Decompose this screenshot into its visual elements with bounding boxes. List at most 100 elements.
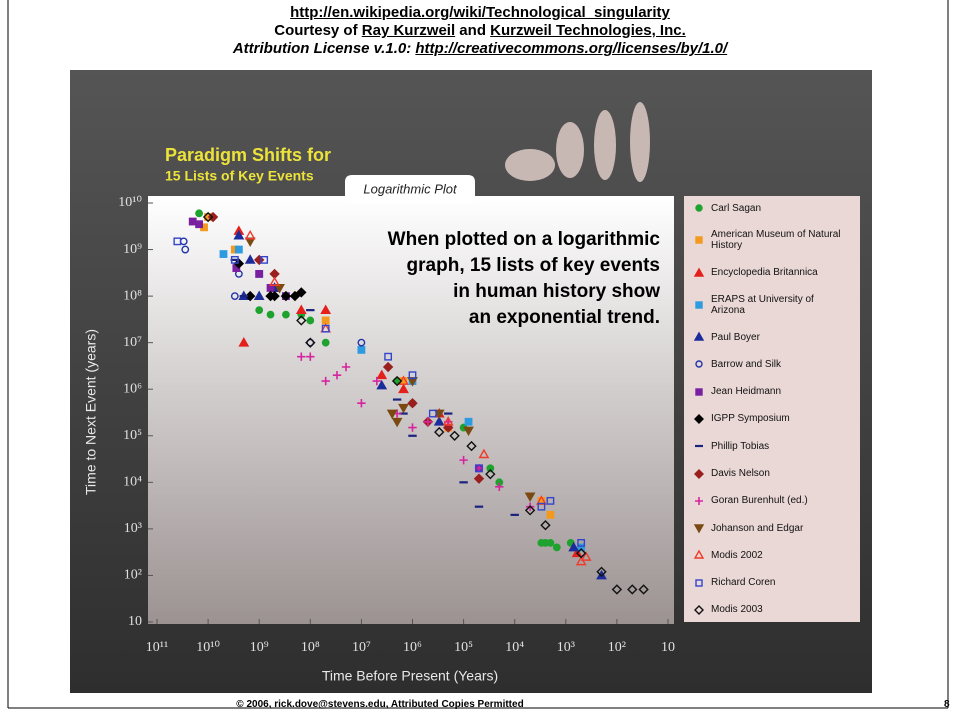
- marker: [695, 525, 703, 532]
- legend-item: Carl Sagan: [692, 202, 856, 214]
- point: [256, 307, 262, 313]
- legend-label: Phillip Tobias: [711, 441, 769, 452]
- legend-swatch: [692, 495, 706, 507]
- legend-label: Barrow and Silk: [711, 359, 781, 370]
- legend-item: Jean Heidmann: [692, 386, 856, 398]
- legend-label: American Museum of Natural History: [711, 229, 846, 251]
- point: [283, 311, 289, 317]
- chart-title: Paradigm Shifts for: [165, 145, 331, 165]
- link[interactable]: Ray Kurzweil: [362, 22, 455, 39]
- y-tick-label: 10³: [124, 521, 142, 536]
- y-tick-label: 10⁴: [123, 475, 142, 490]
- point: [307, 317, 313, 323]
- point: [236, 246, 242, 252]
- x-axis-label: Time Before Present (Years): [322, 668, 498, 684]
- legend-item: Modis 2002: [692, 549, 856, 561]
- annotation: in human history show: [453, 281, 660, 302]
- legend-label: IGPP Symposium: [711, 413, 790, 424]
- legend-swatch: [692, 604, 706, 616]
- x-tick-label: 10¹¹: [146, 640, 168, 655]
- license-line: Attribution License v.1.0: http://creati…: [0, 40, 960, 57]
- legend-item: Phillip Tobias: [692, 440, 856, 452]
- legend-item: Richard Coren: [692, 577, 856, 589]
- text: and: [455, 22, 490, 39]
- slide: Logarithmic Plot Paradigm Shifts for 15 …: [0, 0, 960, 721]
- legend-item: Encyclopedia Britannica: [692, 267, 856, 279]
- plot-label: Logarithmic Plot: [363, 181, 458, 196]
- marker: [695, 606, 703, 614]
- source-link[interactable]: http://en.wikipedia.org/wiki/Technologic…: [290, 4, 670, 21]
- legend-item: Goran Burenhult (ed.): [692, 495, 856, 507]
- point: [547, 512, 553, 518]
- legend: Carl Sagan American Museum of Natural His…: [684, 196, 860, 622]
- x-tick-label: 10⁵: [454, 640, 473, 655]
- point: [547, 540, 553, 546]
- annotation: an exponential trend.: [469, 307, 660, 328]
- point: [554, 544, 560, 550]
- legend-label: Davis Nelson: [711, 468, 770, 479]
- legend-label: Jean Heidmann: [711, 386, 781, 397]
- legend-swatch: [692, 549, 706, 561]
- source-line: http://en.wikipedia.org/wiki/Technologic…: [0, 4, 960, 21]
- legend-label: Richard Coren: [711, 577, 775, 588]
- legend-swatch: [692, 267, 706, 279]
- marker: [695, 415, 703, 423]
- legend-swatch: [692, 440, 706, 452]
- legend-label: Modis 2003: [711, 604, 763, 615]
- x-tick-label: 10²: [608, 640, 626, 655]
- marker: [696, 302, 702, 308]
- point: [465, 419, 471, 425]
- legend-label: Encyclopedia Britannica: [711, 267, 818, 278]
- license-link[interactable]: http://creativecommons.org/licenses/by/1…: [415, 40, 727, 57]
- page: Logarithmic Plot Paradigm Shifts for 15 …: [0, 0, 960, 721]
- x-tick-label: 10⁷: [352, 640, 371, 655]
- marker: [695, 497, 703, 505]
- legend-label: Johanson and Edgar: [711, 523, 803, 534]
- marker: [695, 269, 703, 276]
- point: [196, 210, 202, 216]
- legend-item: American Museum of Natural History: [692, 229, 856, 251]
- legend-label: Modis 2002: [711, 550, 763, 561]
- y-tick-label: 10¹⁰: [118, 195, 142, 210]
- legend-item: Johanson and Edgar: [692, 522, 856, 534]
- legend-swatch: [692, 234, 706, 246]
- point: [322, 317, 328, 323]
- legend-swatch: [692, 358, 706, 370]
- legend-swatch: [692, 413, 706, 425]
- legend-label: ERAPS at University of Arizona: [711, 294, 846, 316]
- point: [196, 221, 202, 227]
- x-tick-label: 10⁶: [403, 640, 422, 655]
- legend-item: Barrow and Silk: [692, 358, 856, 370]
- footer-credit: © 2006, rick.dove@stevens.edu, Attribute…: [160, 699, 600, 710]
- link[interactable]: Kurzweil Technologies, Inc.: [490, 22, 686, 39]
- y-tick-label: 10: [128, 614, 142, 629]
- legend-swatch: [692, 202, 706, 214]
- x-tick-label: 10¹⁰: [196, 640, 220, 655]
- x-tick-label: 10⁸: [301, 640, 320, 655]
- page-number: 8: [944, 699, 950, 710]
- marker: [695, 333, 703, 340]
- point: [358, 347, 364, 353]
- y-tick-label: 10²: [124, 568, 142, 583]
- y-tick-label: 10⁵: [123, 428, 142, 443]
- legend-item: IGPP Symposium: [692, 413, 856, 425]
- marker: [696, 205, 702, 211]
- y-tick-label: 10⁷: [123, 335, 142, 350]
- annotation: graph, 15 lists of key events: [407, 255, 660, 276]
- legend-swatch: [692, 299, 706, 311]
- y-tick-label: 10⁸: [123, 288, 142, 303]
- legend-swatch: [692, 577, 706, 589]
- point: [267, 311, 273, 317]
- x-tick-label: 10⁹: [250, 640, 269, 655]
- legend-label: Paul Boyer: [711, 332, 760, 343]
- marker: [696, 361, 702, 367]
- marker: [696, 389, 702, 395]
- x-tick-label: 10⁴: [505, 640, 524, 655]
- courtesy-line: Courtesy of Ray Kurzweil and Kurzweil Te…: [0, 22, 960, 39]
- marker: [695, 470, 703, 478]
- y-tick-label: 10⁹: [123, 242, 142, 257]
- marker: [695, 551, 703, 558]
- x-tick-label: 10: [661, 640, 675, 655]
- legend-swatch: [692, 522, 706, 534]
- x-tick-label: 10³: [557, 640, 575, 655]
